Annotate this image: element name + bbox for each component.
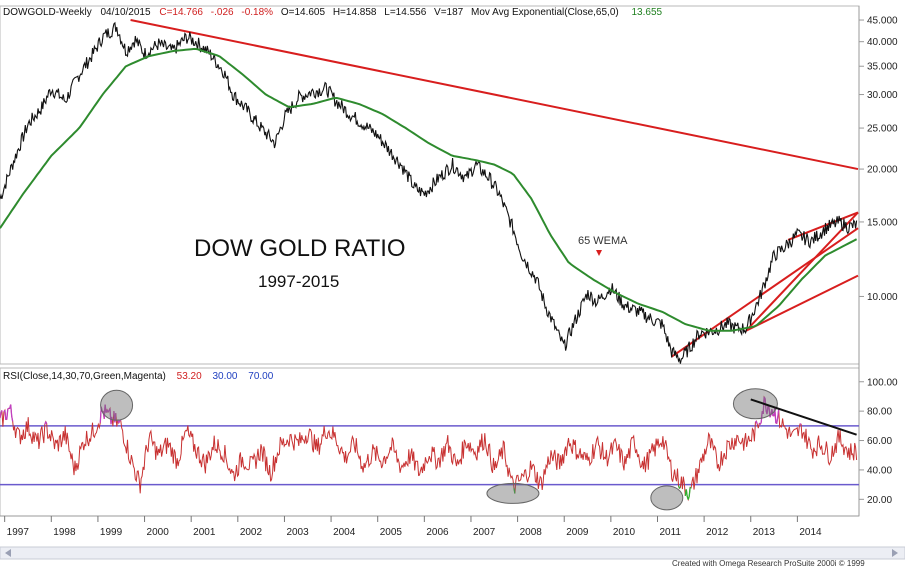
- x-tick-label: 2002: [240, 527, 263, 538]
- chart-subtitle: 1997-2015: [258, 272, 339, 291]
- price-tick-label: 30.000: [867, 90, 898, 101]
- header-indicator-value: 13.655: [632, 7, 663, 18]
- trendline-3: [745, 274, 859, 332]
- wema-arrow-icon: [596, 250, 602, 256]
- header-indicator-name: Mov Avg Exponential(Close,65,0): [471, 7, 619, 18]
- header-low: L=14.556: [384, 7, 426, 18]
- header-close: C=14.766: [159, 7, 203, 18]
- chart-title: DOW GOLD RATIO: [194, 235, 406, 262]
- x-tick-label: 2014: [799, 527, 822, 538]
- rsi-y-ticks: 100.00 80.00 60.00 40.00 20.00: [859, 377, 898, 506]
- rsi-value: 53.20: [177, 371, 202, 382]
- rsi-tick-label: 80.00: [867, 407, 892, 418]
- x-tick-label: 2013: [753, 527, 776, 538]
- x-tick-label: 2000: [147, 527, 170, 538]
- rsi-highlight-3: [732, 388, 778, 420]
- credit-text: Created with Omega Research ProSuite 200…: [672, 559, 865, 568]
- price-tick-label: 40.000: [867, 37, 898, 48]
- trendline-4: [787, 211, 859, 241]
- x-tick-label: 2001: [193, 527, 216, 538]
- rsi-high: 70.00: [248, 371, 273, 382]
- price-tick-label: 20.000: [867, 165, 898, 176]
- rsi-tick-label: 40.00: [867, 465, 892, 476]
- price-panel: [0, 5, 860, 365]
- header-change: -.026: [211, 7, 234, 18]
- scroll-right-icon[interactable]: [892, 549, 898, 557]
- rsi-highlight-1: [486, 482, 540, 504]
- trendline-0: [130, 19, 859, 171]
- rsi-tick-label: 60.00: [867, 436, 892, 447]
- ema-line: [0, 47, 858, 332]
- x-axis-ticks: 1997 1998 1999 2000 2001 2002 2003 2004 2005 2006…: [0, 515, 859, 538]
- trendlines: [130, 19, 859, 358]
- rsi-oversold-line: [513, 485, 692, 500]
- price-gridlines: [859, 19, 864, 297]
- rsi-low: 30.00: [212, 371, 237, 382]
- header-open: O=14.605: [281, 7, 326, 18]
- rsi-header: RSI(Close,14,30,70,Green,Magenta) 53.20 …: [3, 371, 274, 382]
- rsi-line: [0, 395, 858, 502]
- header-symbol: DOWGOLD-Weekly: [3, 7, 92, 18]
- price-tick-label: 35.000: [867, 62, 898, 73]
- rsi-name: RSI(Close,14,30,70,Green,Magenta): [3, 371, 166, 382]
- rsi-tick-label: 100.00: [867, 377, 898, 388]
- rsi-highlight-2: [650, 485, 684, 511]
- x-tick-label: 2005: [380, 527, 403, 538]
- trendline-1: [670, 227, 859, 358]
- rsi-divergence-line: [750, 398, 857, 436]
- x-tick-label: 2011: [659, 527, 681, 538]
- x-tick-label: 2007: [473, 527, 496, 538]
- rsi-highlight-0: [100, 389, 134, 421]
- trendline-2: [745, 211, 859, 332]
- ema-series: [0, 47, 858, 332]
- price-tick-label: 15.000: [867, 217, 898, 228]
- wema-annotation: 65 WEMA: [578, 235, 628, 256]
- scroll-left-icon[interactable]: [5, 549, 11, 557]
- price-series: [0, 21, 858, 364]
- header-high: H=14.858: [333, 7, 377, 18]
- header-change-pct: -0.18%: [241, 7, 273, 18]
- x-tick-label: 2003: [286, 527, 309, 538]
- price-tick-label: 25.000: [867, 124, 898, 135]
- header-volume: V=187: [434, 7, 464, 18]
- rsi-bands: [0, 425, 859, 486]
- x-tick-label: 2004: [333, 527, 356, 538]
- price-tick-label: 45.000: [867, 16, 898, 27]
- x-tick-label: 2010: [613, 527, 636, 538]
- x-tick-label: 2012: [706, 527, 729, 538]
- wema-label: 65 WEMA: [578, 235, 628, 247]
- price-line: [0, 21, 858, 364]
- rsi-tick-label: 20.00: [867, 495, 892, 506]
- x-tick-label: 1998: [53, 527, 76, 538]
- x-tick-label: 1997: [7, 527, 30, 538]
- x-tick-label: 2009: [566, 527, 589, 538]
- header-line: DOWGOLD-Weekly 04/10/2015 C=14.766 -.026…: [3, 7, 663, 18]
- header-date: 04/10/2015: [101, 7, 151, 18]
- rsi-highlight-circles: [100, 388, 857, 511]
- rsi-panel: [0, 367, 860, 517]
- bottom-scrollbar[interactable]: [0, 546, 905, 560]
- price-tick-label: 10.000: [867, 292, 898, 303]
- x-tick-label: 2008: [520, 527, 543, 538]
- x-tick-label: 2006: [426, 527, 449, 538]
- x-tick-label: 1999: [100, 527, 123, 538]
- price-y-ticks: 45.000 40.000 35.000 30.000 25.000 20.000 15.0…: [867, 16, 898, 303]
